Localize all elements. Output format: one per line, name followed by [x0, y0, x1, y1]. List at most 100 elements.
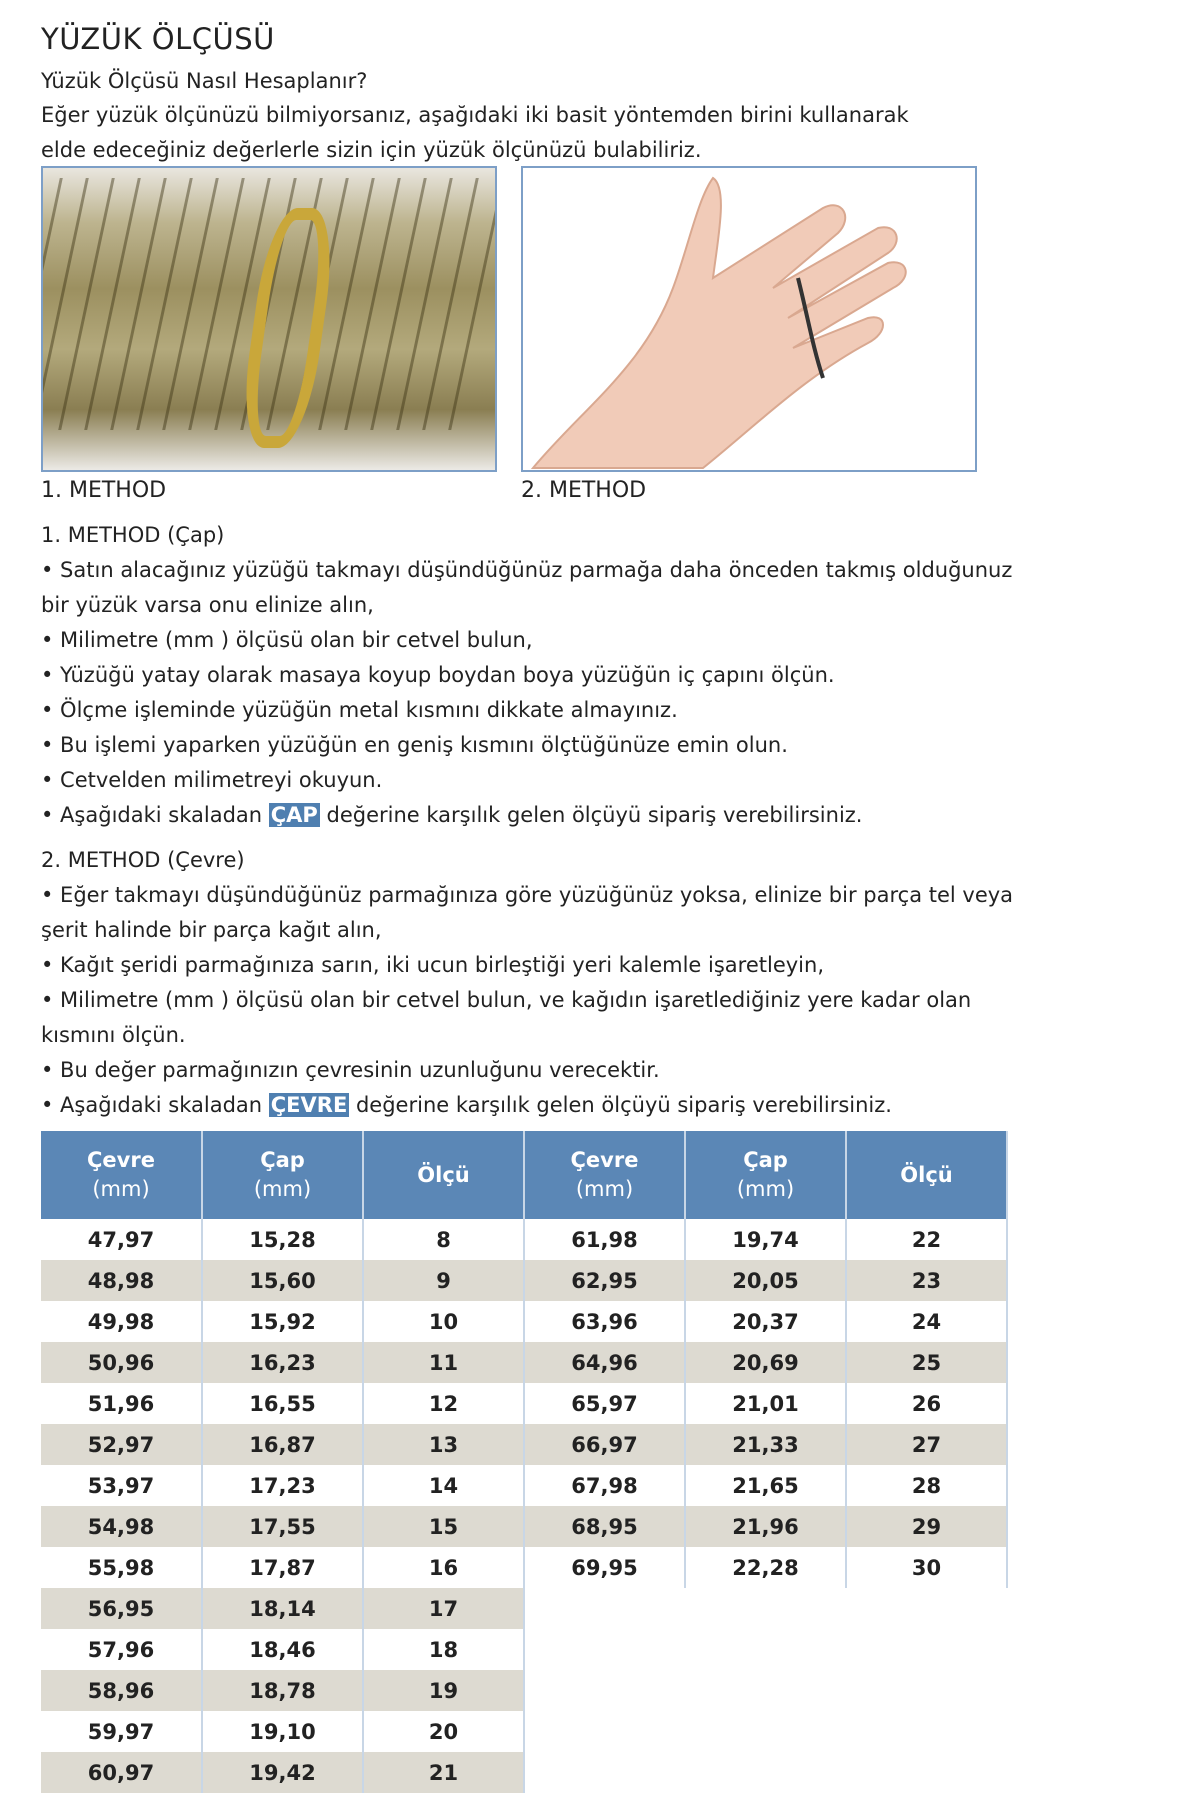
- table-row: 53,97 17,23 14 67,98 21,65 28: [41, 1465, 1008, 1506]
- list-item: • Satın alacağınız yüzüğü takmayı düşünd…: [41, 558, 1013, 617]
- table-cell: 18,14: [202, 1588, 364, 1629]
- table-cell: 19,42: [202, 1752, 364, 1793]
- table-cell: 20,05: [685, 1260, 847, 1301]
- table-cell: 19: [363, 1670, 525, 1711]
- method-2-section: 2. METHOD (Çevre) • Eğer takmayı düşündü…: [41, 843, 1021, 1123]
- table-cell: 55,98: [41, 1547, 203, 1588]
- table-cell: 20: [363, 1711, 525, 1752]
- header-unit: (mm): [92, 1177, 150, 1201]
- table-cell: 13: [363, 1424, 525, 1465]
- table-cell: 21,33: [685, 1424, 847, 1465]
- list-item: • Kağıt şeridi parmağınıza sarın, iki uc…: [41, 953, 824, 977]
- ruler-band: [188, 178, 245, 430]
- table-cell: 15: [363, 1506, 525, 1547]
- table-row: 48,98 15,60 9 62,95 20,05 23: [41, 1260, 1008, 1301]
- column-header: Ölçü: [846, 1131, 1008, 1219]
- empty-cell: [685, 1711, 846, 1752]
- table-cell: 49,98: [41, 1301, 203, 1342]
- empty-cell: [846, 1752, 1007, 1793]
- header-name: Çevre: [87, 1148, 155, 1172]
- list-item: • Cetvelden milimetreyi okuyun.: [41, 768, 383, 792]
- table-row: 55,98 17,87 16 69,95 22,28 30: [41, 1547, 1008, 1588]
- empty-cell: [846, 1629, 1007, 1670]
- table-row: 57,96 18,46 18: [41, 1629, 1007, 1670]
- table-cell: 65,97: [524, 1383, 686, 1424]
- column-header: Çap (mm): [202, 1131, 364, 1219]
- method-2-label: 2. METHOD: [521, 478, 647, 503]
- list-item: • Milimetre (mm ) ölçüsü olan bir cetvel…: [41, 988, 972, 1047]
- header-name: Ölçü: [417, 1162, 470, 1187]
- empty-cell: [846, 1670, 1007, 1711]
- text: • Aşağıdaki skaladan: [41, 803, 269, 827]
- table-cell: 61,98: [524, 1219, 686, 1260]
- table-cell: 58,96: [41, 1670, 203, 1711]
- method-1-heading: 1. METHOD (Çap): [41, 523, 225, 547]
- table-cell: 59,97: [41, 1711, 203, 1752]
- empty-cell: [846, 1588, 1007, 1629]
- table-cell: 67,98: [524, 1465, 686, 1506]
- table-cell: 15,28: [202, 1219, 364, 1260]
- table-cell: 25: [846, 1342, 1008, 1383]
- ruler-band: [84, 178, 141, 430]
- table-cell: 21: [363, 1752, 525, 1793]
- method-1-label: 1. METHOD: [41, 478, 167, 503]
- table-cell: 16,87: [202, 1424, 364, 1465]
- subtitle: Yüzük Ölçüsü Nasıl Hesaplanır?: [41, 69, 368, 93]
- table-cell: 21,96: [685, 1506, 847, 1547]
- table-cell: 26: [846, 1383, 1008, 1424]
- list-item: • Bu değer parmağınızın çevresinin uzunl…: [41, 1058, 660, 1082]
- header-unit: (mm): [253, 1177, 312, 1201]
- header-name: Çevre: [570, 1148, 639, 1172]
- table-cell: 16,55: [202, 1383, 364, 1424]
- header-unit: (mm): [736, 1177, 795, 1201]
- table-cell: 16: [363, 1547, 525, 1588]
- empty-cell: [685, 1752, 846, 1793]
- ring-size-table: Çevre (mm) Çap (mm) Ölçü Çevre (mm) Çap (mm) Ölçü…: [41, 1131, 1008, 1793]
- ruler-band: [396, 178, 453, 430]
- ruler-band: [110, 178, 167, 430]
- ruler-band: [370, 178, 427, 430]
- intro-text: Eğer yüzük ölçünüzü bilmiyorsanız, aşağı…: [41, 103, 909, 162]
- table-cell: 48,98: [41, 1260, 203, 1301]
- cap-highlight: ÇAP: [268, 803, 320, 827]
- method-1-last-item: • Aşağıdaki skaladan ÇAP değerine karşıl…: [41, 798, 1021, 833]
- ruler-band: [448, 178, 495, 430]
- empty-cell: [524, 1711, 685, 1752]
- method-2-last-item: • Aşağıdaki skaladan ÇEVRE değerine karş…: [41, 1088, 1021, 1123]
- table-cell: 15,92: [202, 1301, 364, 1342]
- text: değerine karşılık gelen ölçüyü sipariş v…: [349, 1093, 892, 1117]
- ruler-band: [162, 178, 219, 430]
- table-cell: 57,96: [41, 1629, 203, 1670]
- table-cell: 66,97: [524, 1424, 686, 1465]
- table-cell: 17: [363, 1588, 525, 1629]
- empty-cell: [524, 1670, 685, 1711]
- ruler-band: [344, 178, 401, 430]
- column-header: Ölçü: [363, 1131, 525, 1219]
- table-cell: 54,98: [41, 1506, 203, 1547]
- table-cell: 9: [363, 1260, 525, 1301]
- method-2-heading: 2. METHOD (Çevre): [41, 848, 245, 872]
- table-cell: 19,10: [202, 1711, 364, 1752]
- table-cell: 64,96: [524, 1342, 686, 1383]
- text: • Aşağıdaki skaladan: [41, 1093, 269, 1117]
- table-row: 50,96 16,23 11 64,96 20,69 25: [41, 1342, 1008, 1383]
- ruler-band: [58, 178, 115, 430]
- table-row: 56,95 18,14 17: [41, 1588, 1007, 1629]
- table-row: 52,97 16,87 13 66,97 21,33 27: [41, 1424, 1008, 1465]
- header-unit: (mm): [575, 1177, 634, 1201]
- table-cell: 16,23: [202, 1342, 364, 1383]
- header-name: Ölçü: [900, 1162, 953, 1187]
- table-cell: 62,95: [524, 1260, 686, 1301]
- empty-cell: [685, 1670, 846, 1711]
- table-cell: 22: [846, 1219, 1008, 1260]
- table-cell: 28: [846, 1465, 1008, 1506]
- table-row: 51,96 16,55 12 65,97 21,01 26: [41, 1383, 1008, 1424]
- list-item: • Ölçme işleminde yüzüğün metal kısmını …: [41, 698, 678, 722]
- ruler-band: [422, 178, 479, 430]
- table-cell: 30: [846, 1547, 1008, 1588]
- table-cell: 51,96: [41, 1383, 203, 1424]
- table-cell: 21,65: [685, 1465, 847, 1506]
- table-cell: 63,96: [524, 1301, 686, 1342]
- table-cell: 52,97: [41, 1424, 203, 1465]
- table-cell: 18: [363, 1629, 525, 1670]
